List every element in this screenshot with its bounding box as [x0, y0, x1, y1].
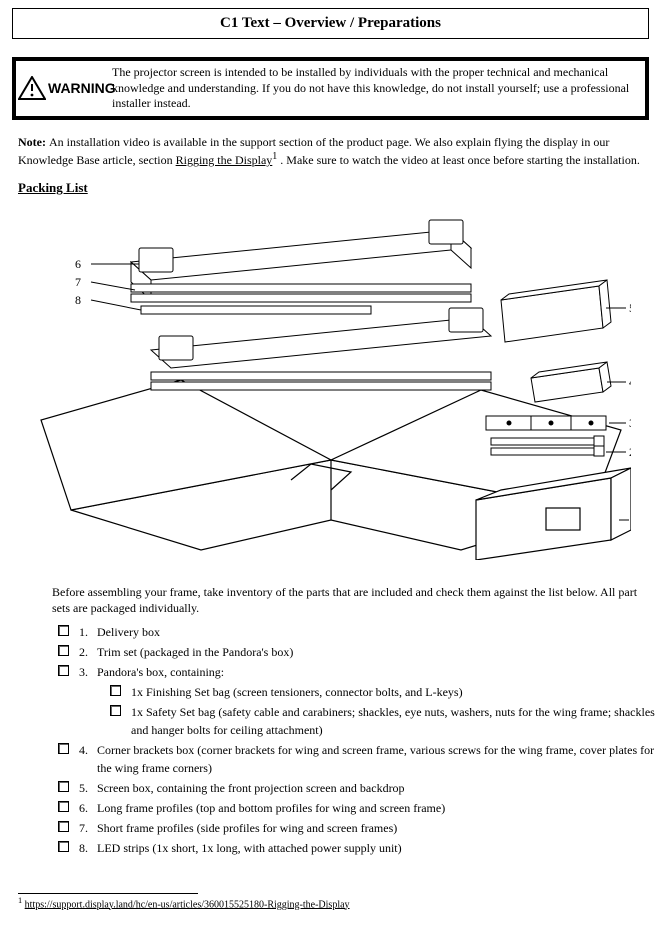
list-item: 1. Delivery box [58, 623, 661, 641]
warning-text: The projector screen is intended to be i… [104, 61, 645, 116]
checkbox-icon [58, 801, 69, 812]
footnote-marker: 1 [272, 151, 277, 162]
packing-list-cont: 4. Corner brackets box (corner brackets … [58, 741, 661, 857]
packing-sublist: 1x Finishing Set bag (screen tensioners,… [110, 683, 661, 739]
checkbox-icon [58, 781, 69, 792]
checkbox-icon [110, 685, 121, 696]
item-text: 1x Finishing Set bag (screen tensioners,… [131, 683, 661, 701]
checkbox-icon [58, 625, 69, 636]
checkbox-icon [58, 821, 69, 832]
list-item: 2. Trim set (packaged in the Pandora's b… [58, 643, 661, 661]
page-title-box: C1 Text – Overview / Preparations [12, 8, 649, 39]
list-item: 3. Pandora's box, containing: [58, 663, 661, 681]
item-number: 4. [79, 741, 97, 759]
checkbox-icon [58, 743, 69, 754]
list-item: 4. Corner brackets box (corner brackets … [58, 741, 661, 777]
item-text: Pandora's box, containing: [97, 663, 661, 681]
item-number: 5. [79, 779, 97, 797]
item-text: Long frame profiles (top and bottom prof… [97, 799, 661, 817]
callout-2: 2 [629, 445, 631, 459]
checkbox-icon [58, 645, 69, 656]
note-paragraph: Note: An installation video is available… [18, 134, 643, 168]
footnote-url[interactable]: https://support.display.land/hc/en-us/ar… [25, 899, 350, 910]
item-text: Short frame profiles (side profiles for … [97, 819, 661, 837]
list-item: 6. Long frame profiles (top and bottom p… [58, 799, 661, 817]
item-text: Trim set (packaged in the Pandora's box) [97, 643, 661, 661]
page-title: C1 Text – Overview / Preparations [220, 15, 441, 31]
checkbox-icon [58, 665, 69, 676]
item-text: Screen box, containing the front project… [97, 779, 661, 797]
item-number: 6. [79, 799, 97, 817]
item-number: 3. [79, 663, 97, 681]
packing-figure: 1 2 3 4 5 [31, 200, 631, 564]
note-label: Note: [18, 135, 49, 149]
note-body-after: . Make sure to watch the video at least … [280, 153, 640, 167]
warning-box: WARNING The projector screen is intended… [12, 57, 649, 120]
item-number: 2. [79, 643, 97, 661]
packing-list: 1. Delivery box 2. Trim set (packaged in… [58, 623, 661, 681]
item-number: 8. [79, 839, 97, 857]
item-number: 7. [79, 819, 97, 837]
footnote-rule [18, 893, 198, 894]
warning-header: WARNING [16, 76, 104, 100]
callout-8: 8 [75, 293, 81, 307]
packing-list-heading: Packing List [18, 180, 643, 196]
callout-4: 4 [629, 375, 631, 389]
callout-3: 3 [629, 416, 631, 430]
item-number: 1. [79, 623, 97, 641]
item-text: 1x Safety Set bag (safety cable and cara… [131, 703, 661, 739]
footnote-num: 1 [18, 896, 22, 905]
callout-5: 5 [629, 301, 631, 315]
warning-triangle-icon [18, 76, 46, 100]
item-text: Delivery box [97, 623, 661, 641]
item-text: Corner brackets box (corner brackets for… [97, 741, 661, 777]
checkbox-icon [58, 841, 69, 852]
list-item: 5. Screen box, containing the front proj… [58, 779, 661, 797]
footnote: 1 https://support.display.land/hc/en-us/… [18, 896, 643, 911]
checkbox-icon [110, 705, 121, 716]
inventory-intro: Before assembling your frame, take inven… [52, 584, 643, 616]
callout-6: 6 [75, 257, 81, 271]
callout-7: 7 [75, 275, 81, 289]
list-item: 8. LED strips (1x short, 1x long, with a… [58, 839, 661, 857]
item-text: LED strips (1x short, 1x long, with atta… [97, 839, 661, 857]
list-item: 1x Finishing Set bag (screen tensioners,… [110, 683, 661, 701]
list-item: 1x Safety Set bag (safety cable and cara… [110, 703, 661, 739]
note-link[interactable]: Rigging the Display [176, 153, 273, 167]
list-item: 7. Short frame profiles (side profiles f… [58, 819, 661, 837]
